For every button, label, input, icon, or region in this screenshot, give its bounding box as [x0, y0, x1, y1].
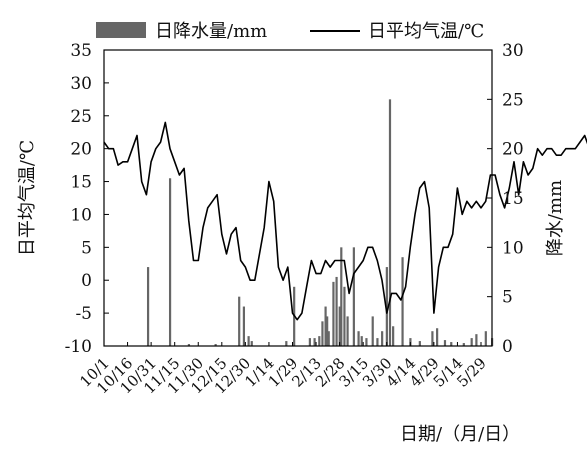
- precipitation-bar: [242, 306, 246, 346]
- precipitation-bar: [340, 247, 343, 346]
- legend: 日降水量/mm 日平均气温/℃: [96, 21, 484, 42]
- precipitation-bar: [381, 331, 384, 346]
- precipitation-bar: [238, 296, 241, 346]
- precipitation-bar: [385, 267, 388, 346]
- left-tick-label: 5: [81, 238, 92, 258]
- x-axis-title: 日期/（月/日）: [400, 424, 520, 445]
- left-tick-label: 0: [81, 271, 92, 291]
- precipitation-bar: [484, 331, 487, 346]
- left-tick-label: 20: [70, 140, 92, 160]
- left-tick-label: 25: [70, 107, 92, 127]
- precipitation-bar: [343, 286, 346, 346]
- precipitation-bar: [327, 331, 330, 346]
- precipitation-bar: [365, 338, 368, 346]
- precipitation-bar: [324, 306, 327, 346]
- precipitation-bar: [332, 281, 335, 346]
- precipitation-bar: [418, 341, 421, 346]
- precipitation-bar: [187, 344, 191, 346]
- precipitation-bar: [308, 338, 311, 346]
- temperature-line: [103, 121, 587, 321]
- precipitation-bar: [371, 316, 374, 346]
- right-y-axis: 30 25 20 15 10 5 0: [487, 41, 524, 357]
- precipitation-bar: [357, 331, 360, 346]
- left-tick-label: 15: [70, 173, 92, 193]
- left-tick-label: 35: [70, 41, 92, 61]
- legend-line-label: 日平均气温/℃: [368, 21, 484, 42]
- right-tick-label: 0: [502, 337, 513, 357]
- precipitation-bars: [146, 99, 494, 346]
- precipitation-bar: [450, 342, 453, 346]
- precipitation-bar: [346, 316, 349, 346]
- left-tick-label: -10: [65, 337, 92, 357]
- precipitation-bar: [462, 343, 465, 346]
- right-tick-label: 10: [502, 238, 524, 258]
- precipitation-bar: [318, 336, 321, 346]
- precipitation-bar: [376, 338, 379, 346]
- left-y-axis: 35 30 25 20 15 10 5 0 -5 -10: [65, 41, 109, 357]
- left-tick-label: 10: [70, 205, 92, 225]
- right-tick-label: 20: [502, 140, 524, 160]
- precipitation-bar: [475, 334, 478, 346]
- precipitation-bar: [146, 267, 150, 346]
- right-axis-title: 降水/mm: [545, 180, 566, 256]
- precipitation-bar: [388, 99, 392, 346]
- precipitation-bar: [443, 340, 447, 346]
- precipitation-bar: [326, 316, 329, 346]
- precipitation-bar: [436, 328, 439, 346]
- precipitation-bar: [247, 336, 250, 346]
- right-tick-label: 5: [502, 288, 513, 308]
- precipitation-bar: [335, 276, 338, 346]
- legend-bar-label: 日降水量/mm: [155, 21, 267, 42]
- precipitation-bar: [338, 306, 341, 346]
- right-tick-label: 30: [502, 41, 524, 61]
- precipitation-bar: [360, 336, 363, 346]
- precipitation-bar: [168, 178, 172, 346]
- left-axis-title: 日平均气温/℃: [17, 140, 38, 256]
- precipitation-bar: [250, 341, 253, 346]
- right-tick-label: 25: [502, 90, 524, 110]
- precipitation-bar: [431, 331, 434, 346]
- precipitation-bar: [214, 344, 217, 346]
- precipitation-bar: [392, 326, 395, 346]
- left-tick-label: -5: [75, 304, 92, 324]
- precipitation-bar: [401, 257, 404, 346]
- precipitation-bar: [470, 338, 473, 346]
- legend-bar-swatch: [96, 22, 146, 38]
- temperature-line-layer: [103, 121, 587, 321]
- precipitation-bar: [313, 338, 316, 346]
- x-axis: 10/110/1610/3111/1511/3012/1512/301/141/…: [76, 342, 490, 397]
- precipitation-bar: [352, 247, 355, 346]
- right-tick-label: 15: [502, 189, 524, 209]
- left-tick-label: 30: [70, 74, 92, 94]
- precipitation-bar: [285, 341, 288, 346]
- precipitation-bar: [321, 321, 324, 346]
